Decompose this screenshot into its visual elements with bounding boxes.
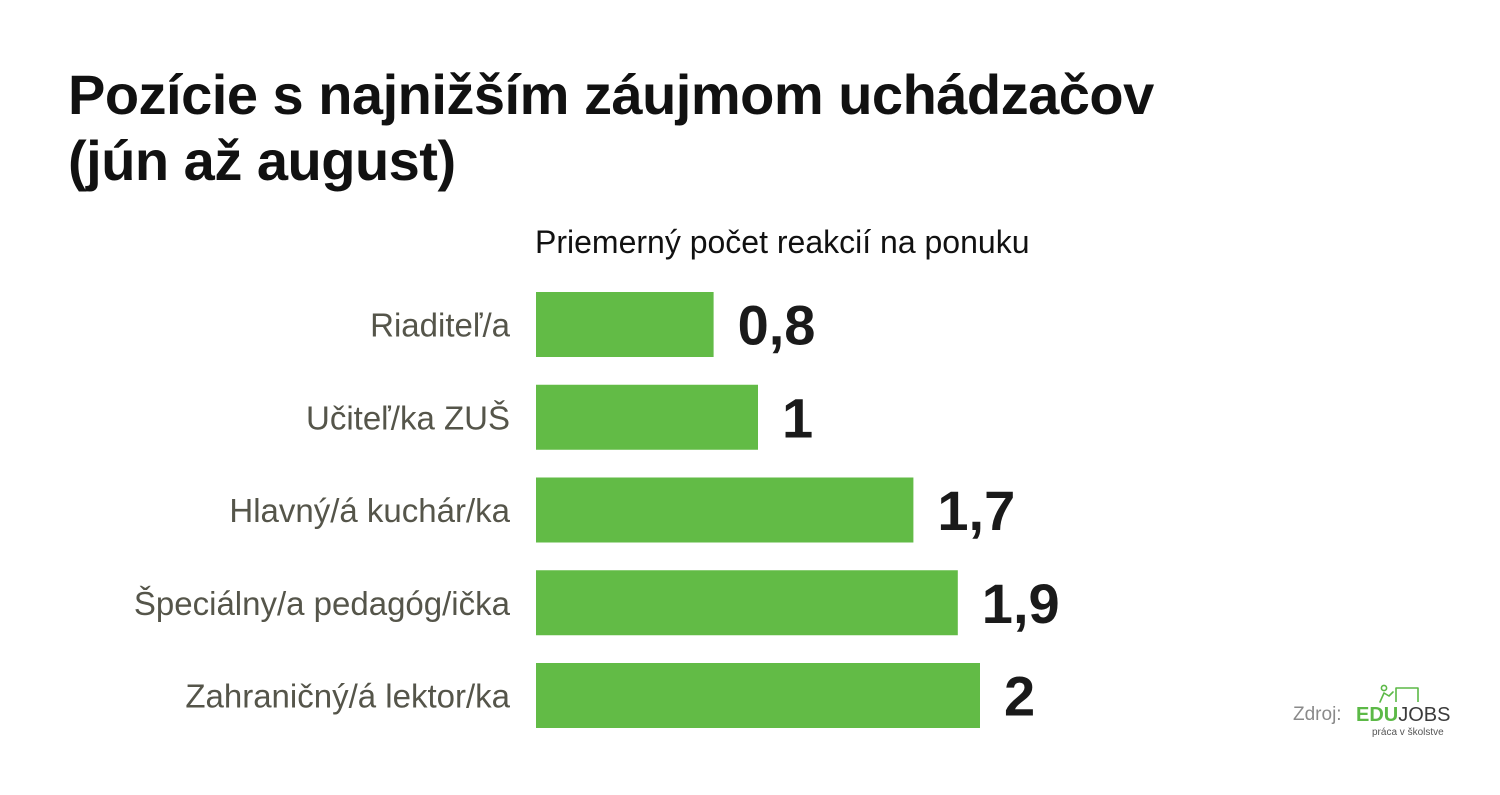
value-label-1: 0,8 — [738, 294, 816, 357]
category-label-2: Učiteľ/ka ZUŠ — [306, 399, 510, 436]
value-label-3: 1,7 — [937, 479, 1015, 542]
logo-figure-icon — [1379, 684, 1419, 703]
chart-subtitle: Priemerný počet reakcií na ponuku — [535, 224, 1030, 260]
bar-4 — [536, 570, 958, 636]
category-label-4: Špeciálny/a pedagóg/ička — [134, 585, 511, 622]
bar-2 — [536, 384, 758, 450]
category-label-3: Hlavný/á kuchár/ka — [229, 492, 510, 529]
category-label-5: Zahraničný/á lektor/ka — [185, 678, 510, 715]
value-label-2: 1 — [782, 386, 813, 449]
source-label: Zdroj: — [1293, 704, 1342, 725]
category-label-1: Riaditeľ/a — [370, 307, 511, 344]
bar-3 — [536, 477, 914, 543]
logo-edu-text: EDU — [1356, 704, 1399, 726]
logo-tagline: práca v školstve — [1372, 727, 1444, 738]
chart-title-line-1: Pozície s najnižším záujmom uchádzačov — [68, 63, 1154, 126]
edujobs-logo: EDUJOBS práca v školstve — [1356, 684, 1450, 744]
chart-title: Pozície s najnižším záujmom uchádzačov (… — [68, 62, 1268, 194]
bar-1 — [536, 292, 714, 357]
bar-5 — [536, 663, 980, 728]
chart-title-line-2: (jún až august) — [68, 129, 456, 192]
logo-jobs-text: JOBS — [1398, 704, 1451, 726]
value-label-5: 2 — [1004, 665, 1035, 728]
value-label-4: 1,9 — [982, 572, 1060, 635]
logo-wordmark: EDUJOBS — [1356, 704, 1450, 726]
